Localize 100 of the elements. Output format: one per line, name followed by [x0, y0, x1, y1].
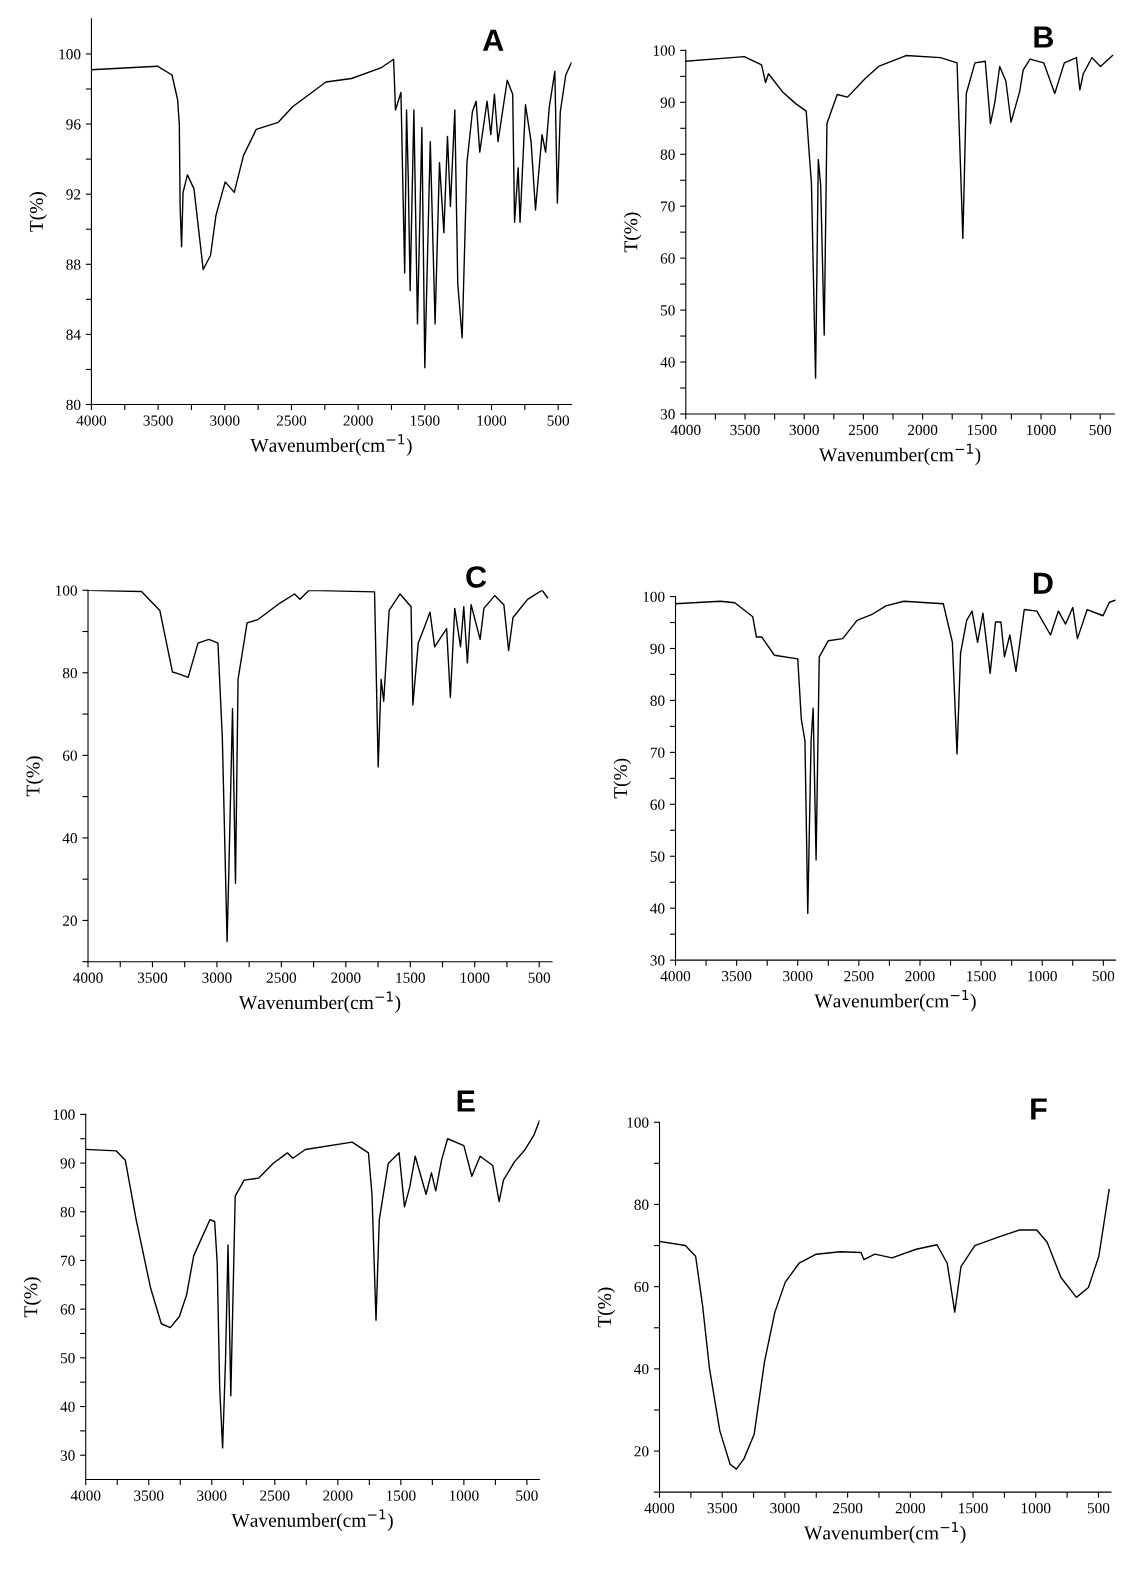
- y-axis-title: T(%): [25, 756, 44, 797]
- x-tick-label: 2500: [266, 972, 297, 983]
- x-tick-label: 4000: [644, 1503, 675, 1514]
- x-tick-label: 2000: [895, 1503, 926, 1514]
- x-tick-label: 3500: [137, 972, 168, 983]
- y-tick-label: 40: [60, 1401, 75, 1412]
- x-tick-label: 500: [1089, 424, 1112, 436]
- y-tick-label: 100: [59, 49, 81, 60]
- x-tick-label: 2000: [905, 971, 935, 982]
- chart-title: C: [466, 566, 487, 588]
- chart-title: D: [1033, 572, 1053, 594]
- x-tick-label: 3000: [783, 971, 813, 982]
- x-axis-title: Wavenumber(cm$^{−1}$): [804, 1521, 966, 1544]
- x-tick-label: 3500: [134, 1490, 164, 1501]
- y-tick-label: 30: [660, 409, 675, 420]
- y-tick-label: 60: [650, 799, 665, 810]
- y-tick-label: 60: [660, 253, 675, 264]
- x-tick-label: 2000: [343, 415, 373, 426]
- y-tick-label: 90: [660, 97, 675, 108]
- x-tick-label: 3500: [730, 424, 760, 436]
- y-tick-label: 80: [634, 1199, 649, 1210]
- chart-title: F: [1031, 1098, 1047, 1120]
- x-tick-label: 3500: [707, 1503, 737, 1514]
- x-tick-label: 4000: [70, 1490, 101, 1501]
- chart-title: B: [1034, 26, 1054, 48]
- x-tick-label: 2500: [844, 971, 874, 982]
- x-tick-label: 2500: [848, 424, 879, 436]
- y-tick-label: 100: [627, 1117, 649, 1128]
- x-tick-label: 2500: [833, 1503, 863, 1514]
- y-tick-label: 84: [66, 329, 81, 340]
- x-tick-label: 2000: [331, 972, 361, 983]
- x-tick-label: 2500: [276, 415, 307, 426]
- x-axis-title: Wavenumber(cm$^{−1}$): [238, 991, 401, 1014]
- y-tick-label: 80: [650, 695, 665, 706]
- y-tick-label: 80: [62, 667, 78, 679]
- x-tick-label: 1500: [967, 424, 997, 436]
- x-axis-title: Wavenumber(cm$^{−1}$): [250, 434, 412, 456]
- y-tick-label: 60: [62, 750, 78, 761]
- x-tick-label: 1000: [449, 1490, 479, 1501]
- x-tick-label: 500: [1092, 971, 1115, 982]
- x-tick-label: 4000: [670, 424, 701, 436]
- x-tick-label: 4000: [73, 972, 103, 983]
- y-tick-label: 80: [66, 399, 81, 410]
- x-tick-label: 3500: [143, 415, 173, 426]
- x-tick-label: 1500: [410, 415, 440, 426]
- x-tick-label: 3000: [202, 972, 232, 983]
- x-tick-label: 3000: [770, 1503, 800, 1514]
- y-axis-title: T(%): [23, 1277, 42, 1318]
- x-tick-label: 2000: [908, 424, 938, 436]
- y-tick-label: 70: [61, 1255, 75, 1266]
- y-tick-label: 80: [660, 149, 675, 160]
- y-tick-label: 92: [66, 189, 81, 200]
- x-tick-label: 1000: [460, 972, 490, 983]
- y-tick-label: 50: [650, 851, 665, 862]
- x-tick-label: 2000: [323, 1490, 353, 1501]
- x-tick-label: 500: [547, 415, 570, 426]
- x-tick-label: 500: [528, 972, 551, 983]
- y-tick-label: 40: [62, 833, 78, 844]
- y-tick-label: 70: [661, 201, 675, 212]
- y-tick-label: 30: [650, 955, 665, 966]
- x-tick-label: 3000: [789, 424, 819, 436]
- y-tick-label: 40: [650, 903, 665, 914]
- y-tick-label: 100: [653, 45, 675, 56]
- x-tick-label: 4000: [76, 415, 107, 426]
- x-tick-label: 1000: [1021, 1503, 1051, 1514]
- x-tick-label: 3500: [722, 971, 752, 982]
- x-axis-title: Wavenumber(cm$^{−1}$): [818, 443, 981, 466]
- y-axis-title: T(%): [613, 758, 632, 799]
- x-tick-label: 500: [1087, 1503, 1110, 1514]
- y-tick-label: 90: [60, 1158, 75, 1169]
- y-axis-title: T(%): [597, 1287, 616, 1328]
- y-tick-label: 90: [650, 643, 665, 654]
- x-tick-label: 500: [516, 1490, 538, 1501]
- x-axis-title: Wavenumber(cm$^{−1}$): [231, 1509, 393, 1531]
- y-tick-label: 100: [53, 1109, 75, 1120]
- x-tick-label: 4000: [660, 971, 691, 982]
- x-tick-label: 3000: [197, 1490, 227, 1501]
- y-tick-label: 50: [60, 1352, 75, 1364]
- y-tick-label: 20: [62, 915, 78, 926]
- y-tick-label: 40: [660, 357, 675, 368]
- y-tick-label: 100: [56, 585, 78, 596]
- x-tick-label: 1500: [386, 1490, 416, 1501]
- y-tick-label: 60: [634, 1281, 649, 1293]
- x-axis-title: Wavenumber(cm$^{−1}$): [814, 989, 976, 1012]
- y-tick-label: 40: [634, 1364, 649, 1375]
- chart-title: A: [482, 29, 504, 51]
- y-tick-label: 70: [650, 747, 665, 758]
- y-tick-label: 30: [60, 1450, 75, 1461]
- x-tick-label: 1000: [1027, 424, 1056, 436]
- x-tick-label: 1500: [959, 1503, 988, 1514]
- chart-title: E: [457, 1090, 475, 1112]
- y-axis-title: T(%): [623, 212, 642, 253]
- x-tick-label: 1000: [477, 415, 507, 426]
- y-tick-label: 88: [66, 259, 81, 270]
- y-axis-title: T(%): [29, 192, 47, 232]
- y-tick-label: 60: [60, 1304, 75, 1315]
- x-tick-label: 1500: [967, 971, 996, 982]
- y-tick-label: 80: [60, 1206, 75, 1218]
- y-tick-label: 20: [634, 1446, 649, 1457]
- x-tick-label: 2500: [260, 1490, 290, 1501]
